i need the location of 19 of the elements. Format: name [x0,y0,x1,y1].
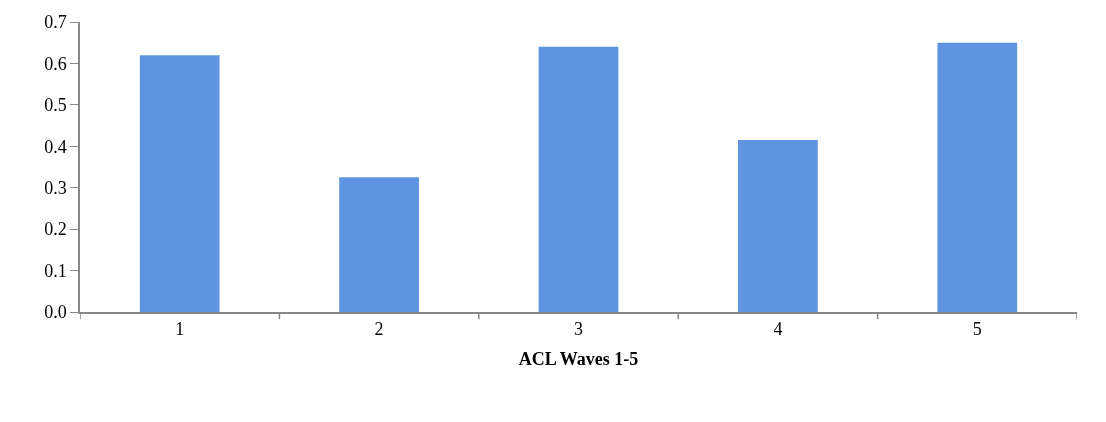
y-tick-label: 0.0 [44,302,67,323]
x-tick-label: 2 [374,319,384,340]
y-tick-label: 0.7 [44,12,67,33]
x-tick-label: 5 [972,319,982,340]
y-tick-label: 0.6 [44,53,67,74]
y-tick-label: 0.3 [44,178,67,199]
x-tick-label: 1 [175,319,185,340]
bar [738,140,818,312]
x-axis-title: ACL Waves 1-5 [518,348,639,369]
bar [339,177,419,312]
bar [538,46,619,312]
x-tick-label: 3 [574,319,583,340]
bar [937,42,1018,312]
x-tick-label: 4 [773,319,783,340]
y-tick-label: 0.2 [44,219,67,240]
y-tick-label: 0.5 [44,95,67,116]
y-tick-label: 0.4 [44,136,67,157]
bar [139,55,220,312]
y-tick-label: 0.1 [44,260,67,281]
